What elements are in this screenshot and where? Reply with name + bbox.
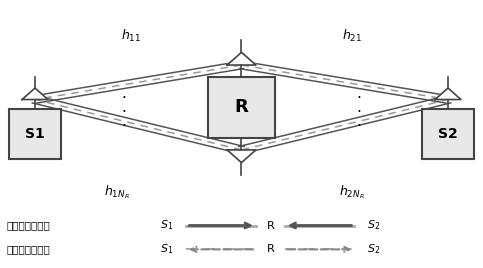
Text: $h_{1N_R}$: $h_{1N_R}$ (104, 184, 129, 201)
FancyBboxPatch shape (208, 77, 275, 138)
Text: 广播信道阶段：: 广播信道阶段： (6, 244, 50, 254)
Text: S1: S1 (25, 127, 45, 141)
FancyBboxPatch shape (9, 109, 61, 159)
Polygon shape (227, 52, 256, 65)
Text: R: R (267, 221, 274, 230)
Text: $h_{21}$: $h_{21}$ (342, 28, 362, 44)
Text: R: R (235, 98, 248, 117)
Text: S2: S2 (438, 127, 458, 141)
Text: $S_1$: $S_1$ (160, 243, 174, 256)
Polygon shape (435, 88, 461, 99)
Text: $S_2$: $S_2$ (367, 219, 380, 232)
Text: $h_{11}$: $h_{11}$ (121, 28, 141, 44)
Text: R: R (267, 244, 274, 254)
Text: 多址接入阶段：: 多址接入阶段： (6, 221, 50, 230)
Text: $h_{2N_R}$: $h_{2N_R}$ (339, 184, 365, 201)
Polygon shape (227, 150, 256, 163)
FancyBboxPatch shape (422, 109, 474, 159)
Text: ·
·
·: · · · (121, 91, 126, 134)
Polygon shape (22, 88, 48, 99)
Text: $S_2$: $S_2$ (367, 243, 380, 256)
Text: ·
·
·: · · · (357, 91, 362, 134)
Text: $S_1$: $S_1$ (160, 219, 174, 232)
